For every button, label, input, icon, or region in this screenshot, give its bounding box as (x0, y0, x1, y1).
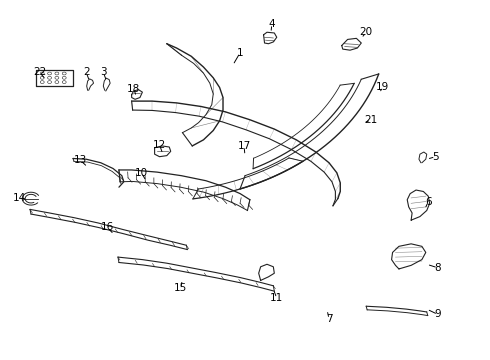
Text: 17: 17 (237, 141, 251, 151)
Text: 6: 6 (425, 197, 432, 207)
Text: 7: 7 (326, 314, 332, 324)
Text: 2: 2 (83, 67, 90, 77)
Text: 11: 11 (270, 293, 283, 303)
Text: 21: 21 (365, 115, 378, 125)
Text: 14: 14 (13, 193, 26, 203)
Text: 3: 3 (100, 67, 107, 77)
Text: 4: 4 (269, 19, 275, 29)
Text: 9: 9 (435, 310, 441, 319)
Text: 12: 12 (153, 140, 166, 150)
Text: 19: 19 (376, 82, 390, 92)
Text: 16: 16 (100, 222, 114, 232)
Text: 1: 1 (237, 48, 244, 58)
Text: 10: 10 (135, 168, 148, 178)
Text: 5: 5 (432, 152, 439, 162)
Text: 15: 15 (174, 283, 187, 293)
Text: 20: 20 (360, 27, 373, 37)
Text: 18: 18 (127, 84, 140, 94)
Text: 13: 13 (74, 155, 87, 165)
Text: 8: 8 (435, 263, 441, 273)
Text: 22: 22 (33, 67, 47, 77)
